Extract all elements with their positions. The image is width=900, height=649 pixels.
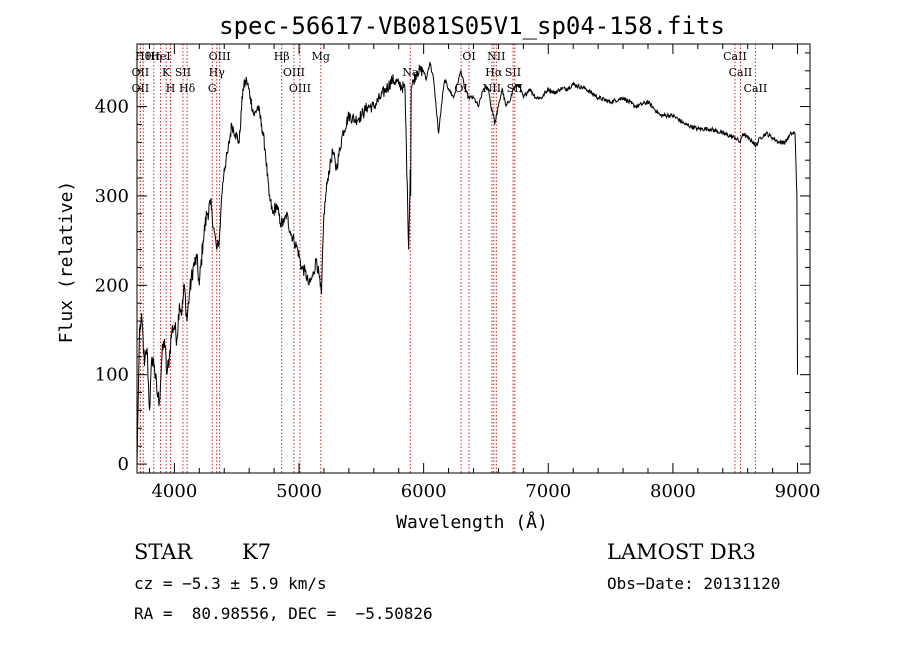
line-label-5: H	[166, 82, 176, 95]
line-label-11: G	[208, 82, 217, 95]
line-label-25: CaII	[729, 66, 753, 79]
line-label-26: CaII	[744, 82, 768, 95]
x-tick-label: 4000	[151, 481, 197, 502]
y-tick-label: 300	[95, 186, 129, 207]
y-tick-label: 0	[118, 454, 129, 475]
line-label-12: Hβ	[274, 50, 290, 63]
line-label-21: NII	[487, 50, 505, 63]
coordinates: RA = 80.98556, DEC = −5.50826	[134, 604, 433, 623]
line-label-7: SII	[175, 66, 191, 79]
redshift-velocity: cz = −5.3 ± 5.9 km/s	[134, 574, 327, 593]
line-label-15: Mg	[312, 50, 330, 63]
x-tick-label: 7000	[525, 481, 571, 502]
x-tick-label: 9000	[775, 481, 821, 502]
x-tick-label: 8000	[650, 481, 696, 502]
line-label-20: NII	[483, 82, 501, 95]
line-label-8: Hδ	[179, 82, 196, 95]
line-label-6: HeI	[150, 50, 170, 63]
line-label-18: OI	[462, 50, 475, 63]
line-label-13: OIII	[283, 66, 305, 79]
line-label-9: OIII	[209, 50, 231, 63]
line-label-19: Hα	[485, 66, 503, 79]
line-label-3: Hη	[146, 50, 162, 63]
line-label-4: K	[162, 66, 171, 79]
line-label-10: Hγ	[209, 66, 226, 79]
axis-ticks: 4000 5000 6000 7000 8000 9000 0 100 200 300 400	[95, 44, 821, 502]
object-class: STAR	[134, 540, 193, 564]
x-axis-label: Wavelength (Å)	[396, 511, 548, 533]
y-tick-label: 400	[95, 97, 129, 118]
y-axis-label: Flux (relative)	[56, 181, 77, 344]
survey-name: LAMOST DR3	[607, 540, 756, 564]
x-tick-label: 6000	[401, 481, 447, 502]
object-subclass: K7	[242, 540, 272, 564]
flux-series-layer	[136, 61, 798, 465]
y-tick-label: 200	[95, 275, 129, 296]
chart-title: spec-56617-VB081S05V1_sp04-158.fits	[219, 12, 725, 40]
flux-series-line	[136, 61, 798, 465]
x-tick-label: 5000	[276, 481, 322, 502]
line-label-14: OIII	[289, 82, 311, 95]
spectral-line-markers: HθOIIOIIHηKHHeISIIHδOIIIHγGHβOIIIOIIIMgN…	[132, 44, 768, 473]
plot-frame	[136, 43, 811, 474]
line-label-24: CaII	[723, 50, 747, 63]
y-tick-label: 100	[95, 365, 129, 386]
line-label-22: SII	[505, 66, 521, 79]
observation-date: Obs−Date: 20131120	[607, 574, 781, 593]
